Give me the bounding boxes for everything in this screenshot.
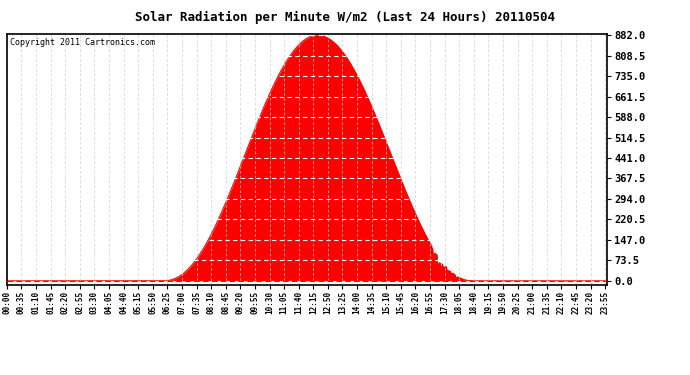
Text: Copyright 2011 Cartronics.com: Copyright 2011 Cartronics.com — [10, 38, 155, 46]
Text: Solar Radiation per Minute W/m2 (Last 24 Hours) 20110504: Solar Radiation per Minute W/m2 (Last 24… — [135, 11, 555, 24]
